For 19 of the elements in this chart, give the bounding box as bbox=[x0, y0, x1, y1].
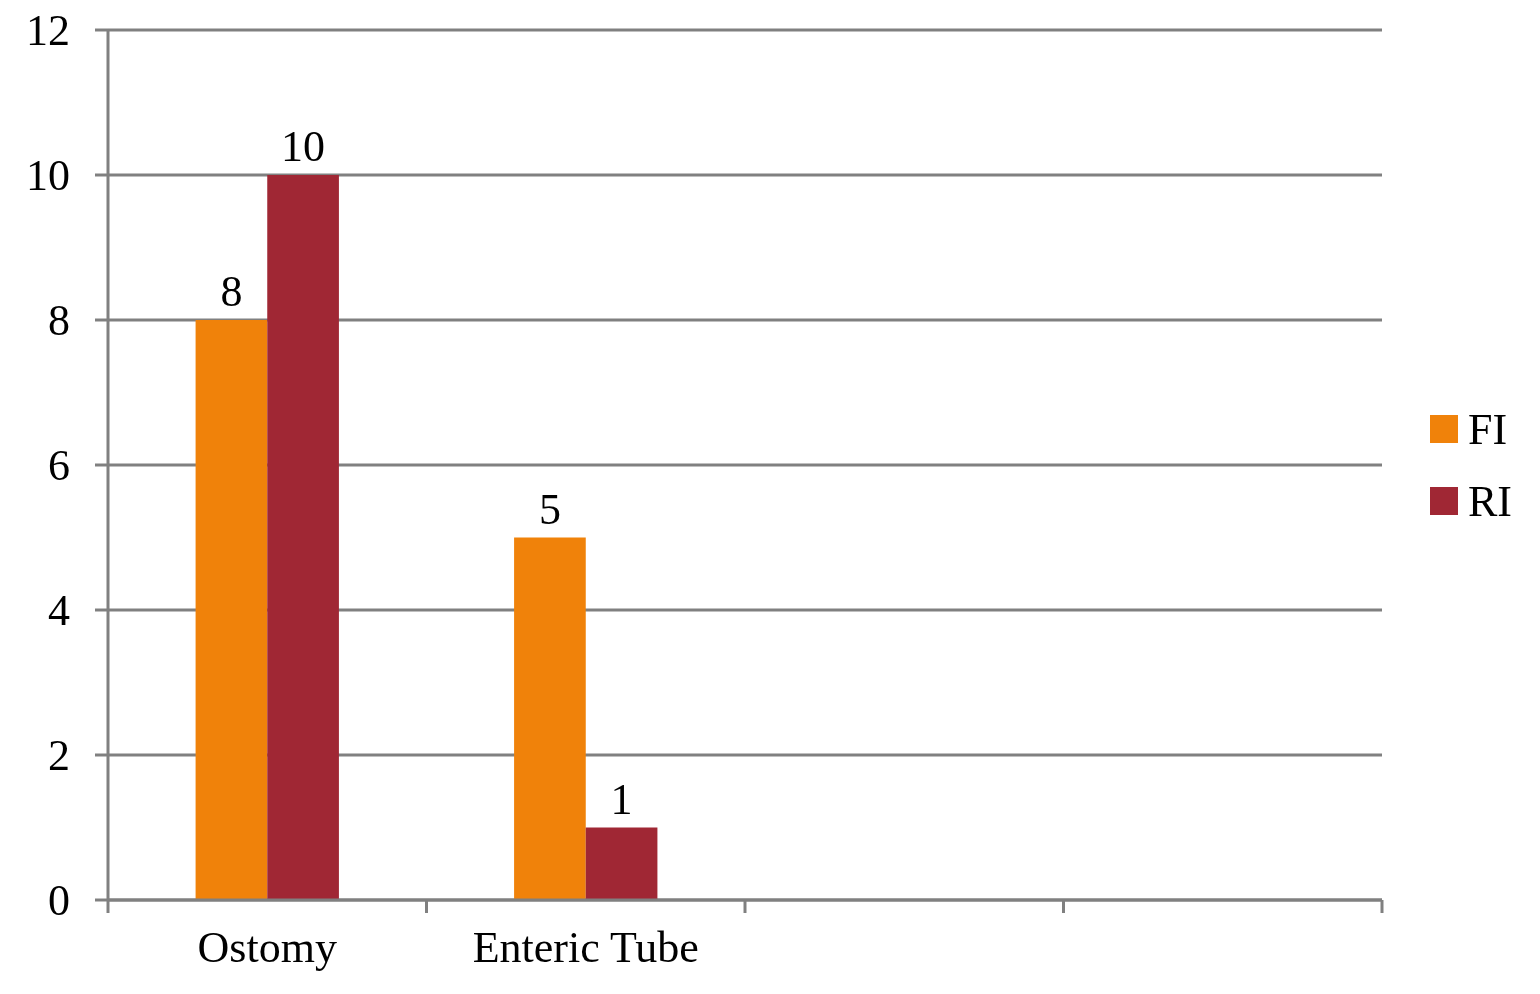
x-tick-label: Ostomy bbox=[197, 923, 337, 972]
data-label: 1 bbox=[610, 774, 633, 824]
y-tick-label: 0 bbox=[48, 876, 70, 926]
legend-label: RI bbox=[1468, 477, 1512, 527]
bar bbox=[267, 175, 339, 900]
data-label: 10 bbox=[281, 122, 326, 171]
bar bbox=[514, 537, 586, 900]
bar bbox=[585, 827, 658, 900]
y-tick-label: 6 bbox=[48, 441, 70, 491]
y-tick-label: 12 bbox=[26, 6, 70, 56]
legend-label: FI bbox=[1468, 405, 1508, 455]
y-tick-label: 4 bbox=[48, 586, 70, 636]
bar bbox=[195, 320, 268, 900]
x-tick-label: Enteric Tube bbox=[472, 923, 699, 972]
data-label: 5 bbox=[538, 484, 561, 534]
data-label: 8 bbox=[220, 267, 243, 316]
y-tick-label: 8 bbox=[48, 296, 70, 346]
y-tick-label: 2 bbox=[48, 731, 70, 781]
y-tick-label: 10 bbox=[26, 151, 70, 201]
